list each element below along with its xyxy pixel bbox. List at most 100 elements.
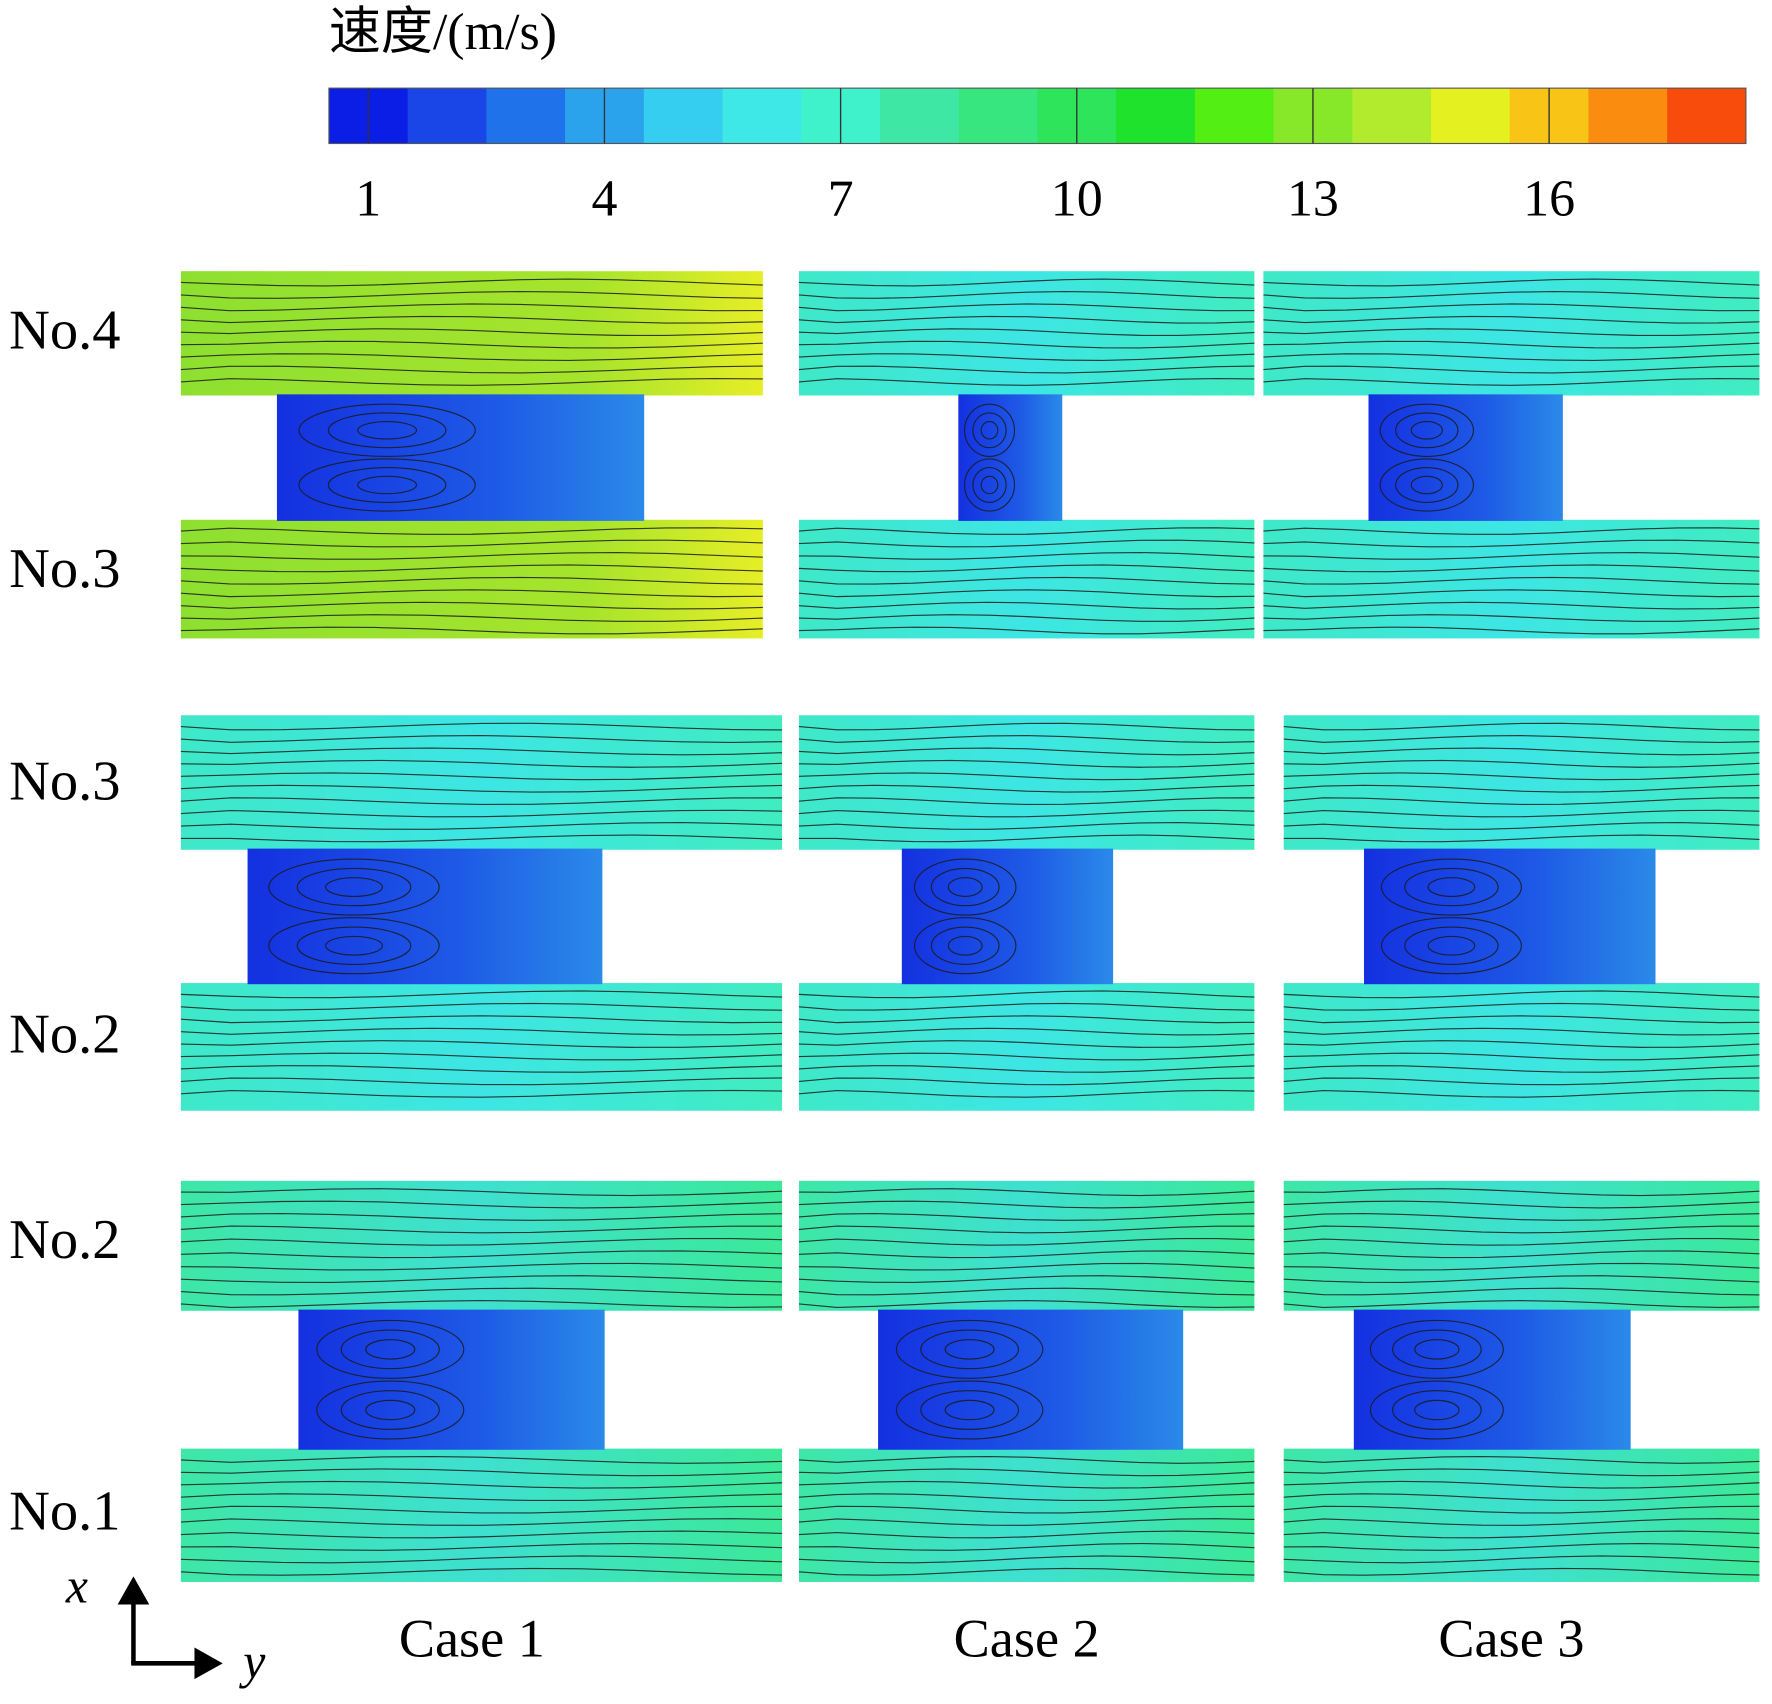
vortex (1414, 1339, 1460, 1360)
vortex (365, 1399, 416, 1421)
streamline (180, 589, 763, 598)
streamline (1283, 1455, 1760, 1464)
streamline (1283, 1188, 1760, 1197)
streamline (1283, 1225, 1760, 1234)
streamline (180, 1518, 783, 1526)
channel-top (180, 1180, 783, 1311)
vortex (913, 917, 1017, 975)
streamline (798, 527, 1255, 535)
streamline (180, 551, 763, 560)
vortex (298, 458, 476, 512)
vortex (963, 458, 1016, 512)
row-label: No.1 (9, 1480, 120, 1542)
streamline (798, 539, 1255, 548)
streamline (1263, 365, 1760, 374)
streamline (798, 1300, 1255, 1308)
streamline (798, 784, 1255, 793)
row-label: No.3 (9, 750, 120, 812)
streamline (180, 1225, 783, 1234)
streamline (1263, 614, 1760, 622)
connector-box (901, 848, 1114, 985)
streamline (1283, 1287, 1760, 1296)
vortex (944, 1399, 995, 1421)
streamline (1283, 759, 1760, 768)
streamline (798, 1077, 1255, 1086)
streamline (180, 809, 783, 818)
vortex (1392, 1390, 1482, 1430)
streamline (180, 1065, 783, 1073)
streamline (798, 747, 1255, 756)
vortex (340, 1390, 440, 1430)
colorbar-segment (1116, 88, 1196, 144)
vortex (1414, 1399, 1460, 1421)
streamline (180, 797, 783, 805)
streamline (180, 614, 763, 622)
streamline (1283, 834, 1760, 843)
colorbar-segment (722, 88, 802, 144)
streamline (798, 1065, 1255, 1073)
streamline (798, 1002, 1255, 1011)
streamline (798, 797, 1255, 805)
streamline (1283, 1015, 1760, 1024)
streamline (798, 576, 1255, 585)
streamline (180, 278, 763, 287)
streamline (798, 1213, 1255, 1221)
vortex (1427, 877, 1476, 897)
vortex (980, 421, 999, 440)
streamline (1283, 1089, 1760, 1098)
vortex (980, 475, 999, 495)
streamline (1263, 315, 1760, 324)
vortex (944, 1339, 995, 1360)
streamline (1283, 1300, 1760, 1308)
connector-box (1363, 848, 1656, 985)
streamline (798, 315, 1255, 324)
streamline (1263, 290, 1760, 299)
streamline (798, 1505, 1255, 1514)
streamline (180, 539, 763, 548)
streamline (798, 1250, 1255, 1259)
colorbar-tick-label: 4 (591, 170, 617, 227)
streamline (798, 772, 1255, 781)
streamline (1283, 1505, 1760, 1514)
streamline (180, 834, 783, 843)
case-label: Case 1 (399, 1609, 545, 1669)
vortex (316, 1319, 465, 1379)
streamline (1283, 1040, 1760, 1048)
streamline (1283, 1250, 1760, 1259)
vortex (972, 412, 1007, 449)
connector-box (276, 394, 645, 521)
streamline (180, 1300, 783, 1308)
streamline (180, 576, 763, 585)
streamline (1263, 278, 1760, 287)
channel-top (180, 715, 783, 850)
streamline (798, 834, 1255, 843)
streamline (798, 1225, 1255, 1234)
row-label: No.4 (9, 300, 120, 362)
streamline (180, 1052, 783, 1061)
streamline (180, 1015, 783, 1024)
streamline (180, 1040, 783, 1048)
streamline (180, 1542, 783, 1551)
streamline (798, 1493, 1255, 1502)
streamline (180, 353, 763, 362)
streamline (1263, 303, 1760, 312)
streamline (798, 735, 1255, 743)
streamline (798, 1542, 1255, 1551)
vortex (1379, 458, 1475, 512)
x-axis-label: x (65, 1558, 88, 1613)
vortex (1380, 858, 1522, 916)
vortex (1404, 867, 1499, 907)
streamline (798, 809, 1255, 818)
streamline (1263, 527, 1760, 535)
streamline (1283, 1275, 1760, 1283)
streamline (180, 784, 783, 793)
vortex (327, 412, 447, 449)
vortex (920, 1329, 1019, 1370)
streamline (180, 365, 763, 374)
streamline (1283, 1213, 1760, 1221)
channel-top (180, 271, 763, 396)
vortex (947, 877, 983, 897)
streamline (1283, 1542, 1760, 1551)
colorbar-tick-label: 16 (1523, 170, 1575, 227)
